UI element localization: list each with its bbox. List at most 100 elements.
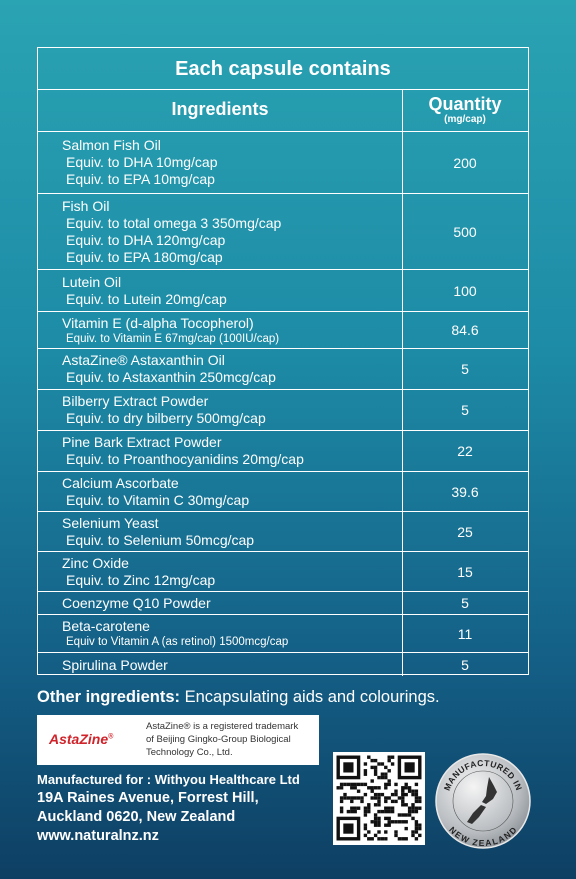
qr-module: [367, 803, 371, 807]
qr-module: [363, 809, 368, 814]
qr-module: [387, 779, 391, 783]
qr-module: [404, 792, 408, 797]
qr-module: [363, 782, 368, 787]
qr-module: [367, 755, 371, 759]
qr-module: [411, 816, 415, 821]
qr-module: [367, 786, 371, 790]
qr-module: [387, 823, 391, 827]
qr-module: [414, 830, 419, 834]
qr-module: [377, 830, 381, 834]
qr-module: [387, 816, 391, 821]
ingredient-name: Beta-carotene: [62, 618, 150, 634]
qr-module: [377, 775, 381, 780]
trademark-line: AstaZine® is a registered trademark: [146, 721, 299, 732]
qr-module: [377, 809, 381, 814]
qr-module: [390, 806, 395, 810]
table-row: Coenzyme Q10 Powder 5: [38, 591, 528, 614]
qr-module: [356, 796, 361, 800]
qr-module: [394, 830, 398, 834]
table-row: AstaZine® Astaxanthin Oil Equiv. to Astax…: [38, 348, 528, 389]
qr-module: [390, 762, 395, 766]
qr-module: [356, 782, 361, 787]
qr-module: [404, 782, 408, 787]
ingredient-detail: Equiv. to DHA 120mg/cap: [66, 231, 226, 248]
quantity: 5: [461, 402, 469, 418]
ingredient-cell: AstaZine® Astaxanthin Oil Equiv. to Astax…: [62, 349, 397, 389]
other-ingredients: Other ingredients: Encapsulating aids an…: [37, 688, 440, 707]
qr-module: [407, 789, 412, 793]
qr-module: [401, 796, 405, 800]
qr-module: [377, 816, 381, 821]
qr-module: [377, 803, 381, 807]
qr-module: [343, 782, 347, 787]
qr-module: [390, 755, 395, 759]
qr-module: [411, 792, 415, 797]
qr-module: [384, 816, 388, 821]
qr-module: [411, 830, 415, 834]
manufacturer-label: Manufactured for :: [37, 772, 152, 787]
qr-module: [418, 826, 422, 831]
qr-module: [370, 765, 374, 770]
qr-module: [343, 796, 347, 800]
qr-module: [394, 789, 398, 793]
qr-module: [380, 809, 385, 814]
badge-ring: [452, 770, 514, 832]
ingredient-detail: Equiv. to total omega 3 350mg/cap: [66, 214, 282, 231]
qr-module: [390, 792, 395, 797]
qr-module: [367, 809, 371, 814]
qr-module: [350, 782, 354, 787]
quantity-header: Quantity (mg/cap): [402, 89, 528, 131]
qr-module: [397, 820, 402, 824]
ingredient-cell: Fish Oil Equiv. to total omega 3 350mg/ca…: [62, 194, 397, 269]
qr-module: [346, 796, 351, 800]
qr-module: [350, 796, 354, 800]
manufacturer-line: Manufactured for : Withyou Healthcare Lt…: [37, 770, 300, 789]
qr-module: [387, 809, 391, 814]
qr-module: [367, 837, 371, 841]
quantity: 15: [457, 563, 473, 580]
qr-module: [370, 837, 374, 841]
qr-module: [350, 799, 354, 804]
qr-finder: [343, 762, 354, 773]
qr-module: [350, 786, 354, 790]
qr-module: [339, 806, 344, 810]
address-line: 19A Raines Avenue, Forrest Hill,: [37, 790, 259, 806]
qr-module: [411, 806, 415, 810]
ingredient-name: Spirulina Powder: [62, 656, 168, 673]
qr-module: [387, 782, 391, 787]
qr-module: [414, 796, 419, 800]
qr-module: [380, 837, 385, 841]
qr-module: [380, 792, 385, 797]
qr-module: [401, 799, 405, 804]
ingredient-name: AstaZine® Astaxanthin Oil: [62, 352, 225, 368]
qr-module: [353, 806, 357, 810]
quantity: 5: [461, 361, 469, 377]
qr-module: [414, 799, 419, 804]
qr-module: [339, 799, 344, 804]
qr-module: [360, 799, 364, 804]
ingredient-cell: Bilberry Extract Powder Equiv. to dry bil…: [62, 390, 397, 430]
qr-module: [397, 796, 402, 800]
ingredient-cell: Pine Bark Extract Powder Equiv. to Proant…: [62, 431, 397, 471]
quantity-cell: 25: [402, 512, 528, 551]
qr-module: [407, 809, 412, 814]
table-row: Vitamin E (d-alpha Tocopherol) Equiv. to …: [38, 311, 528, 348]
qr-module: [414, 837, 419, 841]
qr-module: [414, 782, 419, 787]
qr-module: [343, 792, 347, 797]
qr-module: [394, 799, 398, 804]
qr-module: [373, 769, 378, 773]
qr-module: [414, 820, 419, 824]
qr-module: [377, 762, 381, 766]
table-row: Beta-carotene Equiv to Vitamin A (as reti…: [38, 614, 528, 652]
ingredient-detail: Equiv. to EPA 180mg/cap: [66, 248, 223, 265]
ingredient-cell: Lutein Oil Equiv. to Lutein 20mg/cap: [62, 270, 397, 311]
qr-finder: [404, 762, 415, 773]
qr-module: [350, 806, 354, 810]
qr-module: [401, 820, 405, 824]
quantity-cell: 22: [402, 431, 528, 471]
trademark-text: AstaZine® is a registered trademark of Be…: [146, 720, 298, 759]
qr-module: [418, 806, 422, 810]
qr-module: [370, 786, 374, 790]
quantity: 25: [457, 523, 473, 540]
